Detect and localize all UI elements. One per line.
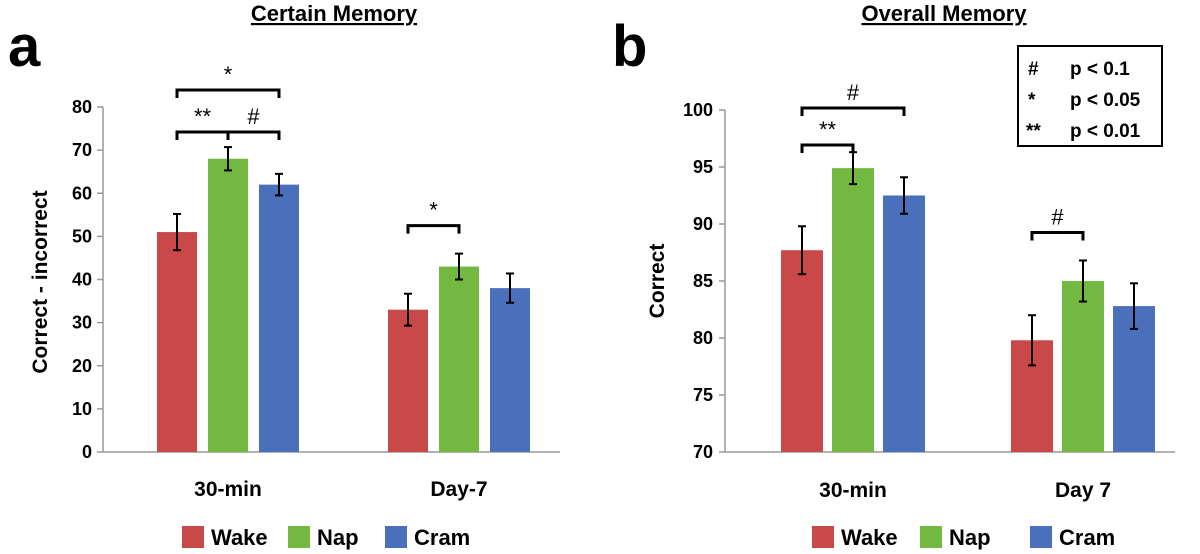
significance-key: # p < 0.1 * p < 0.05 ** p < 0.01 <box>1017 45 1163 147</box>
key-text-hash: p < 0.1 <box>1070 59 1130 80</box>
panel-a-y-tick-label: 30 <box>72 313 92 333</box>
panel-a-bar-nap-0 <box>208 158 248 452</box>
panel-b-significance-label-0: # <box>847 80 860 105</box>
panel-b-bar-nap-0 <box>832 168 874 452</box>
panel-a-significance-bracket-1: ** <box>175 104 230 140</box>
panel-b-error-bar-wake-0 <box>798 225 806 276</box>
panel-a-error-bar-wake-0 <box>173 212 181 252</box>
panel-b-plot: 70 75 80 85 90 95 100 30-min Day 7 # ** # <box>683 80 1175 502</box>
panel-a-bar-wake-1 <box>388 309 428 452</box>
panel-a-error-bar-wake-1 <box>404 292 412 327</box>
panel-b-category-label-1: Day 7 <box>1055 479 1111 502</box>
panel-a-bar-nap-1 <box>439 266 479 452</box>
panel-b-significance-label-1: ** <box>819 117 837 142</box>
key-text-star: p < 0.05 <box>1070 90 1141 111</box>
panel-b-bar-cram-0 <box>883 195 925 452</box>
legend-a-label-cram: Cram <box>414 525 470 550</box>
panel-b-y-tick-label: 100 <box>683 100 713 120</box>
panel-a-y-tick-label: 0 <box>82 442 92 462</box>
panel-letter-a: a <box>8 14 41 79</box>
legend-a: Wake Nap Cram <box>182 525 470 550</box>
panel-a-significance-label-2: # <box>247 104 260 129</box>
panel-a-error-bar-nap-1 <box>455 252 463 281</box>
significance-key-box <box>1017 45 1163 147</box>
panel-b-y-tick-label: 85 <box>693 271 713 291</box>
panel-b: b Overall Memory Correct 70 75 80 85 90 95 100… <box>612 1 1175 502</box>
panel-a-significance-bracket-2: # <box>226 104 281 140</box>
panel-b-y-tick-label: 80 <box>693 328 713 348</box>
panel-letter-b: b <box>612 14 647 79</box>
legend-a-swatch-nap <box>288 526 310 548</box>
panel-a-y-axis-label: Correct - incorrect <box>29 190 52 373</box>
panel-a-y-tick-label: 10 <box>72 399 92 419</box>
panel-b-y-tick-label: 90 <box>693 214 713 234</box>
panel-b-title: Overall Memory <box>861 1 1027 26</box>
panel-b-y-tick-label: 75 <box>693 385 713 405</box>
panel-a-y-tick-label: 20 <box>72 356 92 376</box>
panel-a-significance-bracket-3: * <box>406 198 461 234</box>
legend-b-swatch-nap <box>920 526 942 548</box>
panel-a-error-bar-cram-1 <box>506 272 514 304</box>
panel-a-bar-cram-1 <box>490 288 530 452</box>
panel-a-y-tick-label: 60 <box>72 183 92 203</box>
panel-a-significance-label-3: * <box>429 198 438 223</box>
panel-a-title: Certain Memory <box>251 1 418 26</box>
legend-a-label-wake: Wake <box>211 525 268 550</box>
panel-a-error-bar-nap-0 <box>224 146 232 172</box>
panel-a-bar-wake-0 <box>157 232 197 452</box>
panel-b-error-bar-cram-0 <box>900 176 908 215</box>
panel-a: a Certain Memory Correct - incorrect 0 10… <box>8 1 560 501</box>
legend-b-label-cram: Cram <box>1059 525 1115 550</box>
panel-a-bar-cram-0 <box>259 184 299 452</box>
legend-b-swatch-wake <box>812 526 834 548</box>
legend-b-swatch-cram <box>1030 526 1052 548</box>
key-symbol-star: * <box>1028 90 1036 111</box>
panel-b-significance-bracket-1: ** <box>800 117 855 153</box>
panel-b-significance-bracket-0: # <box>800 80 906 116</box>
panel-b-bar-nap-1 <box>1062 281 1104 452</box>
panel-b-significance-bracket-2: # <box>1030 204 1085 241</box>
key-symbol-double-star: ** <box>1026 121 1041 142</box>
panel-b-error-bar-wake-1 <box>1028 314 1036 367</box>
key-text-double-star: p < 0.01 <box>1070 121 1141 142</box>
panel-b-significance-label-2: # <box>1051 204 1064 229</box>
legend-b-label-nap: Nap <box>949 525 991 550</box>
panel-b-bar-cram-1 <box>1113 306 1155 452</box>
panel-b-category-label-0: 30-min <box>819 479 887 502</box>
panel-a-y-tick-label: 50 <box>72 226 92 246</box>
panel-b-y-tick-label: 95 <box>693 157 713 177</box>
panel-a-category-label-0: 30-min <box>194 478 262 501</box>
panel-b-y-tick-label: 70 <box>693 442 713 462</box>
legend-b-label-wake: Wake <box>841 525 898 550</box>
panel-a-y-tick-label: 70 <box>72 140 92 160</box>
legend-a-swatch-cram <box>385 526 407 548</box>
panel-b-error-bar-nap-1 <box>1079 259 1087 303</box>
panel-a-y-tick-label: 40 <box>72 270 92 290</box>
panel-a-error-bar-cram-0 <box>275 172 283 197</box>
panel-a-significance-bracket-0: * <box>175 62 281 98</box>
panel-b-y-axis-label: Correct <box>646 244 669 319</box>
panel-b-bar-wake-0 <box>781 250 823 452</box>
panel-a-significance-label-0: * <box>224 62 233 87</box>
legend-b: Wake Nap Cram <box>812 525 1115 550</box>
panel-b-error-bar-cram-1 <box>1130 282 1138 330</box>
panel-a-category-label-1: Day-7 <box>430 478 487 501</box>
legend-a-swatch-wake <box>182 526 204 548</box>
legend-a-label-nap: Nap <box>317 525 359 550</box>
panel-a-significance-label-1: ** <box>194 104 212 129</box>
panel-a-y-tick-label: 80 <box>72 97 92 117</box>
key-symbol-hash: # <box>1028 59 1039 80</box>
